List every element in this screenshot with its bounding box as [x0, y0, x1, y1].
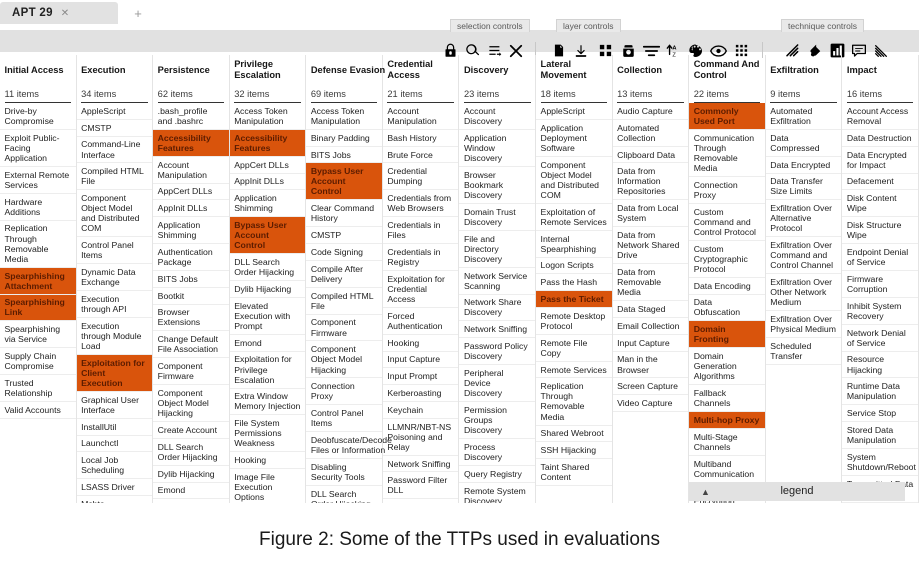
svg-text:A: A [672, 45, 676, 51]
